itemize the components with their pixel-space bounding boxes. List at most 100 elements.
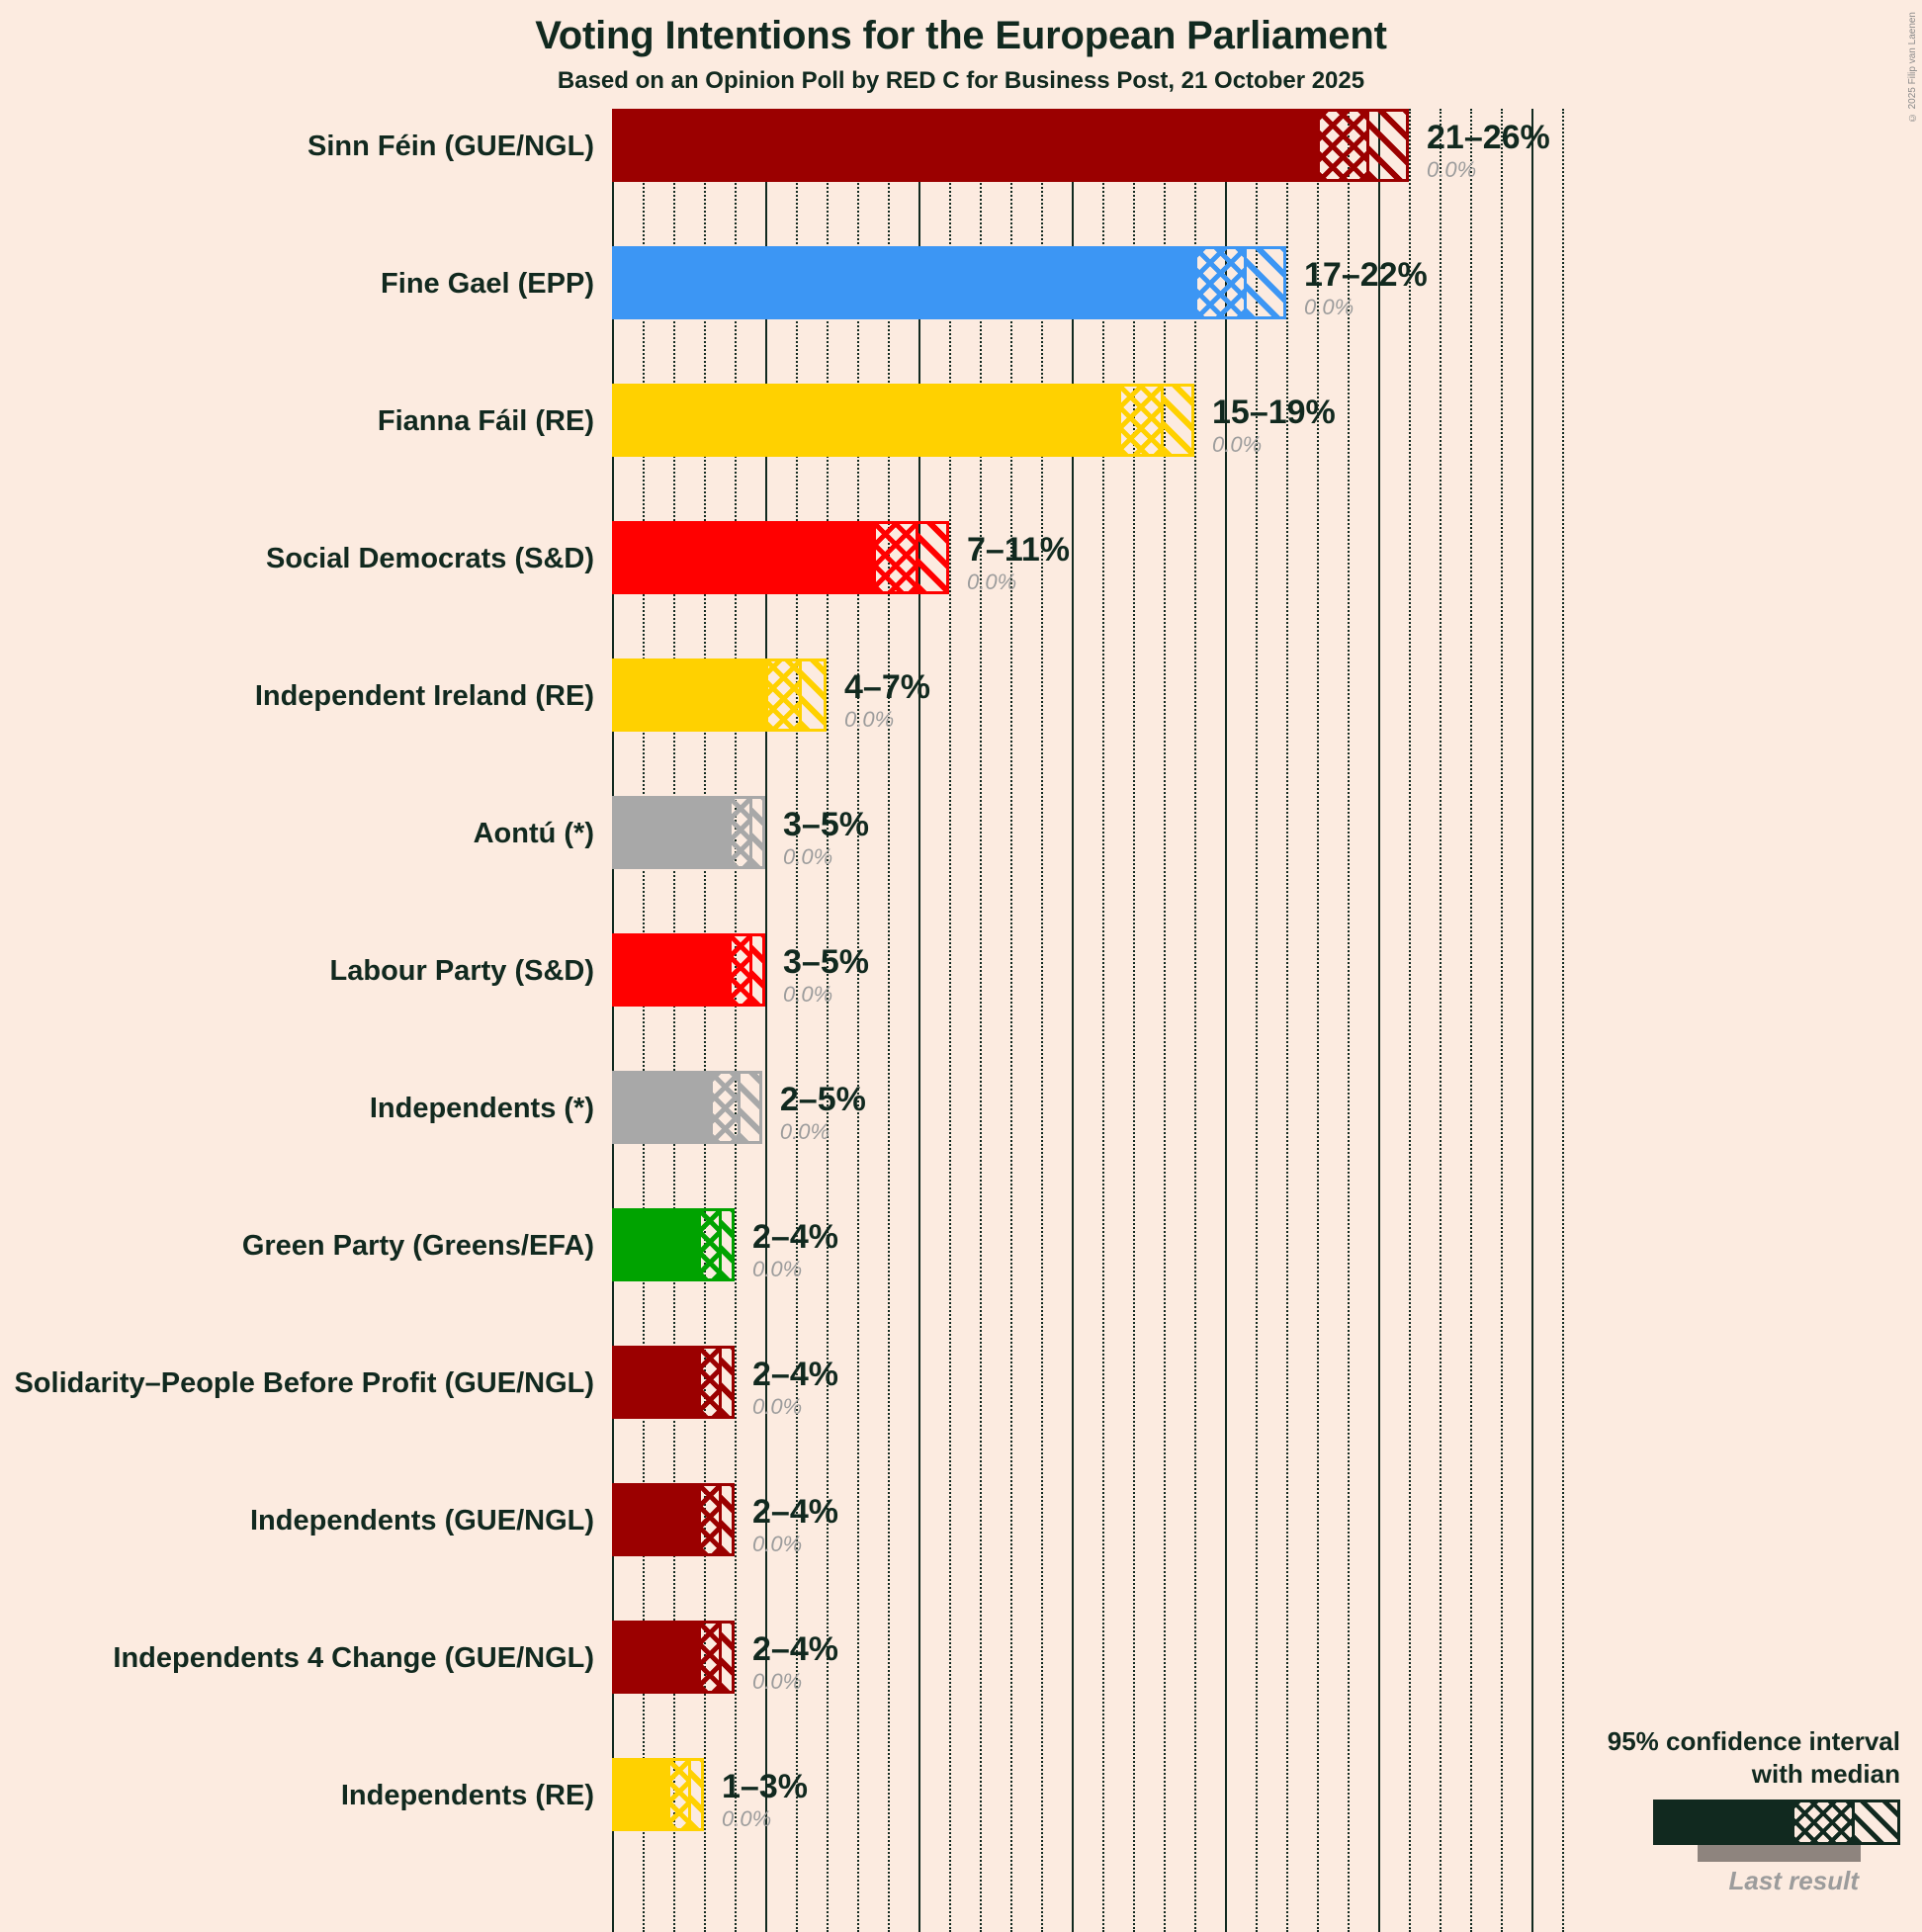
gridline-minor	[980, 109, 982, 1932]
bar-crosshatch-segment	[669, 1761, 689, 1828]
bar-crosshatch-segment	[1120, 387, 1161, 454]
bar-crosshatch-segment	[875, 524, 916, 591]
bar-crosshatch-segment	[731, 936, 750, 1004]
value-range: 2–4%	[752, 1218, 838, 1256]
value-label-group: 1–3% 0.0%	[722, 1770, 808, 1832]
bar-diagonal-segment	[719, 1349, 732, 1416]
bar-row[interactable]	[612, 521, 949, 594]
gridline-minor	[949, 109, 951, 1932]
bar-diagonal-segment	[719, 1624, 732, 1691]
legend-diagonal-segment	[1852, 1802, 1897, 1842]
confidence-interval-bar	[612, 1346, 735, 1419]
bar-crosshatch-segment	[768, 661, 799, 729]
value-label-group: 3–5% 0.0%	[783, 808, 869, 870]
value-range: 17–22%	[1304, 256, 1428, 294]
bar-solid-segment	[615, 1211, 701, 1278]
legend-crosshatch-segment	[1794, 1802, 1852, 1842]
legend-lastresult-label: Last result	[1728, 1866, 1860, 1895]
value-label-group: 4–7% 0.0%	[844, 670, 930, 733]
gridline-minor	[1164, 109, 1166, 1932]
bar-diagonal-segment	[1365, 112, 1406, 179]
gridline-minor	[1256, 109, 1258, 1932]
gridline-minor	[673, 109, 675, 1932]
value-last-result: 0.0%	[967, 570, 1017, 594]
value-label-group: 15–19% 0.0%	[1212, 395, 1336, 458]
bar-solid-segment	[615, 249, 1197, 316]
bar-diagonal-segment	[1243, 249, 1283, 316]
confidence-interval-bar	[612, 1758, 704, 1831]
bar-solid-segment	[615, 661, 768, 729]
gridline-minor	[1470, 109, 1472, 1932]
value-last-result: 0.0%	[1304, 295, 1354, 319]
gridline-minor	[827, 109, 829, 1932]
value-last-result: 0.0%	[722, 1806, 772, 1831]
bar-row[interactable]	[612, 384, 1194, 457]
gridline-minor	[1041, 109, 1043, 1932]
value-last-result: 0.0%	[783, 844, 833, 869]
bar-row[interactable]	[612, 659, 827, 732]
bar-diagonal-segment	[1160, 387, 1191, 454]
gridline-minor	[735, 109, 737, 1932]
gridline-minor	[1286, 109, 1288, 1932]
bar-row[interactable]	[612, 1758, 704, 1831]
bar-row[interactable]	[612, 246, 1286, 319]
page-subtitle: Based on an Opinion Poll by RED C for Bu…	[557, 67, 1365, 94]
bar-crosshatch-segment	[731, 799, 750, 866]
category-label: Green Party (Greens/EFA)	[241, 1230, 594, 1262]
gridline-minor	[796, 109, 798, 1932]
bar-solid-segment	[615, 1349, 701, 1416]
confidence-interval-bar	[612, 1483, 735, 1556]
bar-crosshatch-segment	[700, 1211, 720, 1278]
category-label: Labour Party (S&D)	[329, 955, 594, 987]
gridline-minor	[704, 109, 706, 1932]
legend-line-2: with median	[1751, 1758, 1900, 1789]
category-label: Independent Ireland (RE)	[254, 680, 594, 712]
value-last-result: 0.0%	[1212, 432, 1263, 457]
category-label: Independents (*)	[369, 1093, 594, 1124]
value-range: 15–19%	[1212, 394, 1336, 431]
bar-row[interactable]	[612, 1208, 735, 1281]
value-range: 3–5%	[783, 943, 869, 981]
bar-row[interactable]	[612, 1621, 735, 1694]
bar-row[interactable]	[612, 1071, 762, 1144]
bar-diagonal-segment	[737, 1074, 759, 1141]
value-last-result: 0.0%	[752, 1394, 803, 1419]
gridline-minor	[888, 109, 890, 1932]
category-label: Independents (RE)	[340, 1780, 594, 1811]
legend-solid-segment	[1656, 1802, 1794, 1842]
value-range: 2–4%	[752, 1630, 838, 1668]
bar-row[interactable]	[612, 933, 765, 1007]
bar-solid-segment	[615, 1624, 701, 1691]
value-range: 2–5%	[779, 1081, 866, 1118]
category-label: Independents 4 Change (GUE/NGL)	[113, 1642, 594, 1674]
confidence-interval-bar	[612, 1621, 735, 1694]
value-range: 7–11%	[967, 531, 1070, 569]
category-label: Fine Gael (EPP)	[381, 268, 594, 300]
bar-solid-segment	[615, 387, 1121, 454]
value-label-group: 2–4% 0.0%	[752, 1358, 838, 1420]
bar-diagonal-segment	[915, 524, 946, 591]
gridline-minor	[1562, 109, 1564, 1932]
category-label: Sinn Féin (GUE/NGL)	[307, 131, 594, 162]
value-last-result: 0.0%	[752, 1257, 803, 1281]
legend-lastresult-swatch	[1698, 1845, 1861, 1862]
category-label: Aontú (*)	[473, 818, 594, 849]
confidence-interval-bar	[612, 933, 765, 1007]
value-label-group: 17–22% 0.0%	[1304, 258, 1428, 320]
bar-row[interactable]	[612, 1483, 735, 1556]
legend-ci-swatch	[1653, 1800, 1900, 1845]
confidence-interval-bar	[612, 796, 765, 869]
value-range: 2–4%	[752, 1493, 838, 1531]
gridline-major	[765, 109, 767, 1932]
confidence-interval-bar	[612, 521, 949, 594]
gridline-major	[1225, 109, 1227, 1932]
gridline-major	[918, 109, 920, 1932]
gridline-minor	[1194, 109, 1196, 1932]
bar-row[interactable]	[612, 109, 1409, 182]
value-range: 3–5%	[783, 806, 869, 843]
bar-row[interactable]	[612, 796, 765, 869]
confidence-interval-bar	[612, 109, 1409, 182]
gridline-minor	[1102, 109, 1104, 1932]
value-range: 2–4%	[752, 1356, 838, 1393]
bar-row[interactable]	[612, 1346, 735, 1419]
